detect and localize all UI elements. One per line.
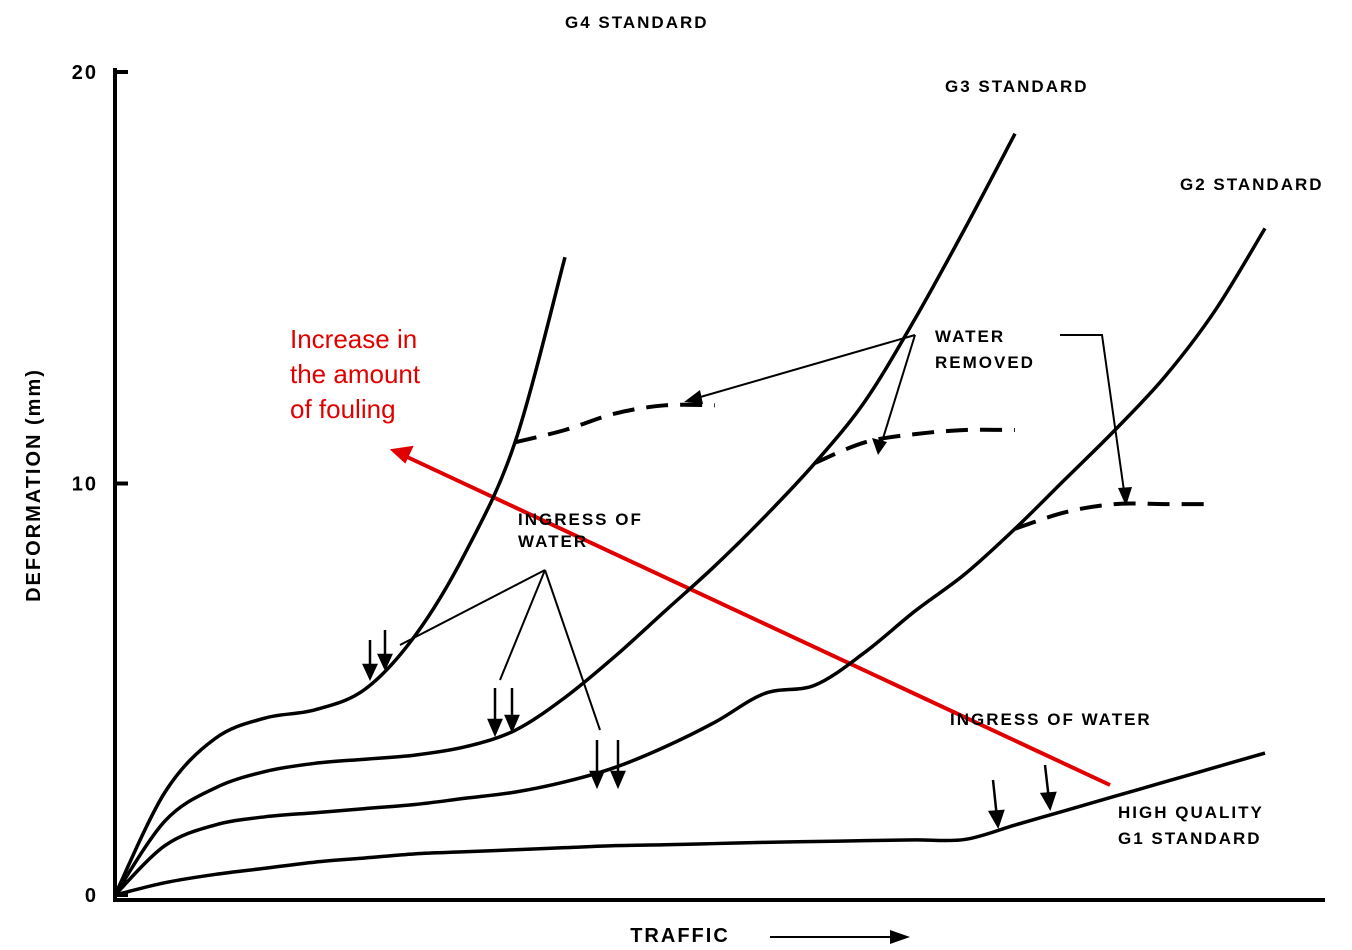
fouling-arrow <box>389 445 1111 787</box>
annotation: WATER <box>518 532 588 551</box>
annotation: of fouling <box>290 394 396 424</box>
dashed-curve <box>514 402 716 445</box>
ingress-arrows <box>362 630 1057 830</box>
annotation: INGRESS OF WATER <box>950 710 1152 729</box>
y-tick-label: 20 <box>72 62 98 84</box>
curve <box>114 751 1266 897</box>
curve <box>113 132 1017 896</box>
series-label: G3 STANDARD <box>945 77 1089 96</box>
pointer-arrows <box>399 334 1132 731</box>
annotation: Increase in <box>290 324 417 354</box>
y-axis-label: DEFORMATION (mm) <box>23 368 45 602</box>
y-tick-label: 10 <box>72 474 98 496</box>
y-tick-label: 0 <box>85 885 98 907</box>
curve <box>113 227 1267 897</box>
x-axis-label: TRAFFIC <box>630 925 730 947</box>
curve <box>113 256 567 896</box>
annotation: the amount <box>290 359 421 389</box>
annotation: WATER <box>935 327 1005 346</box>
series-label: HIGH QUALITY G1 STANDARD <box>1118 803 1264 848</box>
x-label-arrow <box>770 930 910 944</box>
dashed-curve <box>814 427 1016 465</box>
series-label: G2 STANDARD <box>1180 175 1324 194</box>
annotation: REMOVED <box>935 353 1035 372</box>
dashed-curve <box>1014 501 1215 531</box>
annotation: INGRESS OF <box>518 510 643 529</box>
series-label: G4 STANDARD <box>565 13 709 32</box>
series-label-line: HIGH QUALITY <box>1118 803 1264 822</box>
series-label-line: G1 STANDARD <box>1118 829 1262 848</box>
